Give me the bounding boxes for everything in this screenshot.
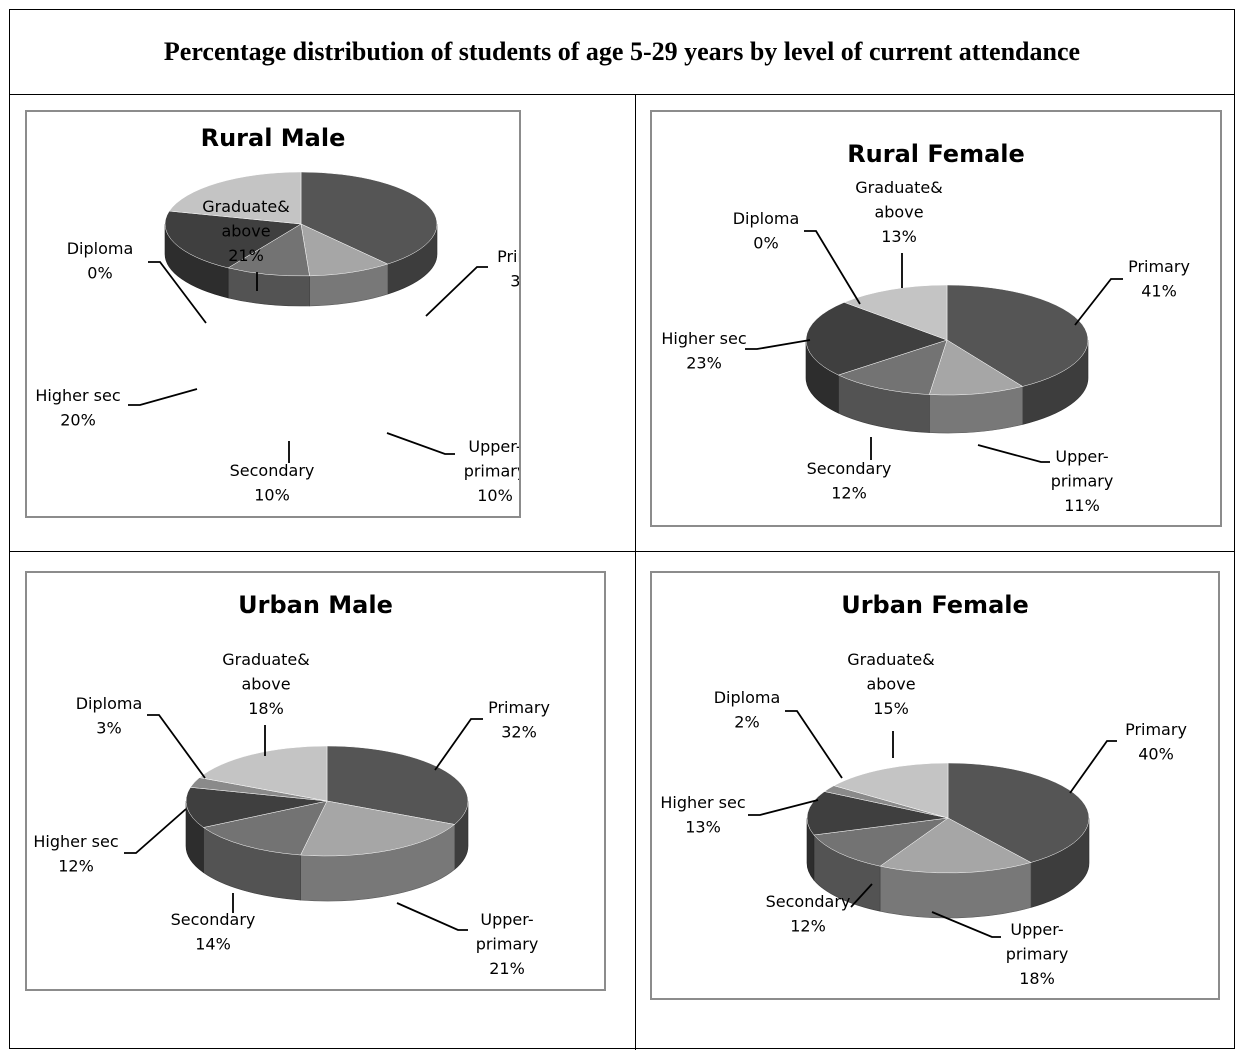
data-label-upper-primary: Upper-primary 18% [1006, 920, 1069, 988]
data-label-graduate-above: Graduate& above 15% [847, 650, 934, 718]
leader-line-primary [1069, 740, 1117, 794]
pie-slice-upper-primary [879, 817, 1032, 874]
chart-title: Rural Male [201, 124, 346, 152]
pie-slice-graduate-above [833, 762, 949, 819]
leader-line-primary [425, 266, 488, 317]
data-label-upper-primary: Upper-primary10% [464, 437, 519, 505]
leader-line-primary [434, 718, 483, 771]
pie-slice-upper-primary [928, 339, 1024, 396]
pie-slice-graduate-above [843, 284, 948, 341]
leader-line-higher-sec [124, 808, 187, 854]
pie-slice-secondary [837, 339, 948, 395]
layout-table: Percentage distribution of students of a… [9, 9, 1235, 1050]
pie-chart-svg: Rural Male Primary39% Upper-primary10% Seco… [35, 124, 559, 505]
data-label-secondary: Secondary 12% [807, 459, 892, 503]
chart-title: Rural Female [847, 140, 1025, 168]
chart-urban-male: Urban Male Primary 32% Upper-primary 21% Seco… [25, 571, 606, 991]
pie-slice-secondary [813, 817, 949, 867]
data-label-higher-sec: Higher sec 20% [35, 386, 120, 430]
chart-title: Urban Female [841, 591, 1029, 619]
leader-line-secondary [850, 883, 873, 908]
pie-chart-svg: Urban Female Primary 40% Upper-primary 18% Se… [660, 591, 1187, 988]
pie-slice-graduate-above [168, 171, 302, 225]
data-label-graduate-above: Graduate& above 18% [222, 650, 309, 718]
data-label-higher-sec: Higher sec 12% [33, 832, 118, 876]
data-label-diploma: Diploma 0% [733, 209, 800, 253]
data-label-secondary: Secondary 10% [230, 461, 315, 505]
pie-slice-upper-primary [300, 800, 456, 857]
data-label-secondary: Secondary 14% [171, 910, 256, 954]
data-label-primary: Primary 32% [488, 698, 550, 742]
leader-line-primary [1074, 278, 1123, 326]
leader-line-upper-primary [396, 902, 468, 931]
page-title: Percentage distribution of students of a… [163, 37, 1081, 66]
data-label-primary: Primary39% [497, 247, 519, 291]
leader-line-diploma [148, 261, 207, 324]
data-label-primary: Primary 41% [1128, 257, 1190, 301]
pie-slice-primary [326, 745, 469, 825]
pie-chart-svg: Urban Male Primary 32% Upper-primary 21% Seco… [33, 591, 550, 978]
chart-urban-female: Urban Female Primary 40% Upper-primary 18% Se… [650, 571, 1220, 1000]
chart-title: Urban Male [238, 591, 393, 619]
data-label-upper-primary: Upper-primary 21% [476, 910, 539, 978]
chart-rural-female: Rural Female Primary 41% Upper-primary 11% Se… [650, 110, 1222, 527]
leader-line-higher-sec [745, 339, 811, 350]
pie-slice-primary [300, 171, 438, 265]
leader-line-higher-sec [748, 799, 819, 816]
pie-chart-svg: Rural Female Primary 41% Upper-primary 11% Se… [661, 140, 1190, 515]
pie-slice-upper-primary [300, 223, 389, 277]
data-label-higher-sec: Higher sec 23% [661, 329, 746, 373]
pie-slice-secondary [227, 223, 310, 277]
table-divider-vertical [635, 95, 636, 1050]
pie-slice-higher-sec [185, 787, 328, 828]
data-label-diploma: Diploma 0% [67, 239, 134, 283]
pie-slice-secondary [202, 800, 328, 856]
title-row: Percentage distribution of students of a… [10, 10, 1234, 95]
pie-slice-higher-sec [806, 791, 949, 836]
leader-line-upper-primary [386, 432, 455, 455]
leader-line-higher-sec [128, 388, 198, 406]
data-label-diploma: Diploma 3% [76, 694, 143, 738]
data-label-secondary: Secondary 12% [766, 892, 851, 936]
table-divider-horizontal [10, 551, 1234, 552]
data-label-higher-sec: Higher sec 13% [660, 793, 745, 837]
leader-line-diploma [785, 710, 843, 779]
pie-slice-graduate-above [198, 745, 328, 802]
leader-line-upper-primary [977, 444, 1050, 463]
leader-line-upper-primary [931, 911, 1001, 938]
data-label-upper-primary: Upper-primary 11% [1051, 447, 1114, 515]
pie-slice-higher-sec [164, 210, 302, 269]
data-label-primary: Primary 40% [1125, 720, 1187, 764]
chart-rural-male: Rural Male Primary39% Upper-primary10% Seco… [25, 110, 559, 518]
leader-line-diploma [804, 230, 861, 305]
data-label-graduate-above: Graduate& above 13% [855, 178, 942, 246]
leader-line-diploma [147, 714, 206, 779]
pie-slice-primary [947, 762, 1090, 863]
data-label-diploma: Diploma 2% [714, 688, 781, 732]
data-label-graduate-above: Graduate& above 21% [202, 197, 289, 265]
pie-slice-higher-sec [805, 302, 948, 376]
pie-slice-primary [946, 284, 1089, 387]
